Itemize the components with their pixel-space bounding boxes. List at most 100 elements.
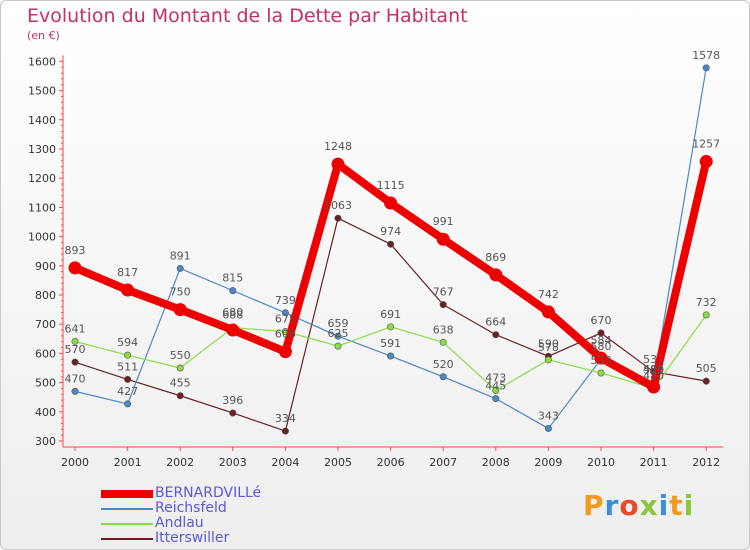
data-point [489,268,503,282]
y-tick-label: 500 [35,377,56,390]
legend-swatch [101,538,153,540]
data-point [597,369,605,377]
chart-title: Evolution du Montant de la Dette par Hab… [27,5,468,27]
data-label: 750 [170,286,191,299]
data-label: 470 [65,372,86,385]
logo-letter: i [683,489,695,522]
data-point [439,301,447,309]
data-point [492,395,500,403]
data-label: 675 [275,313,296,326]
data-label: 480 [643,369,664,382]
data-point [68,261,82,275]
data-point [492,331,500,339]
data-label: 688 [222,309,243,322]
data-label: 500 [643,364,664,377]
y-tick-label: 600 [35,347,56,360]
proxiti-logo: Proxiti [583,489,694,522]
data-label: 1578 [692,49,720,62]
data-label: 511 [117,360,138,373]
logo-letter: o [619,489,640,522]
data-label: 659 [328,317,349,330]
data-label: 742 [538,288,559,301]
data-point [334,332,342,340]
data-label: 550 [170,349,191,362]
y-tick-label: 1200 [28,172,56,185]
data-point [229,287,237,295]
data-point [334,214,342,222]
data-label: 537 [643,353,664,366]
x-tick-label: 2000 [61,456,89,469]
data-label: 334 [275,412,296,425]
data-point [541,305,555,319]
y-tick-label: 900 [35,260,56,273]
x-tick-label: 2006 [377,456,405,469]
logo-letter: r [604,489,620,522]
data-label: 533 [591,354,612,367]
logo-letter: t [669,489,684,522]
data-point [278,345,292,359]
data-label: 1248 [324,140,352,153]
series-line-reichsfeld [74,67,707,430]
data-point [71,387,79,395]
x-tick-label: 2001 [114,456,142,469]
legend-swatch [101,490,153,498]
x-tick-label: 2007 [429,456,457,469]
y-tick-label: 1100 [28,201,56,214]
data-label: 580 [591,340,612,353]
x-tick-label: 2002 [166,456,194,469]
data-point [124,400,132,408]
data-label: 891 [170,249,191,262]
data-label: 670 [591,314,612,327]
data-label: 739 [275,294,296,307]
x-tick-label: 2008 [482,456,510,469]
data-point [176,392,184,400]
data-point [281,309,289,317]
x-tick-label: 2012 [692,456,720,469]
data-label: 505 [696,362,717,375]
x-tick-label: 2010 [587,456,615,469]
data-point [387,240,395,248]
data-point [387,323,395,331]
legend-label: Itterswiller [155,530,230,546]
data-point [281,427,289,435]
data-point [436,232,450,246]
legend-label: BERNARDVILLé [155,485,262,501]
data-point [699,155,713,169]
y-tick-label: 700 [35,318,56,331]
y-tick-label: 400 [35,406,56,419]
data-label: 590 [538,337,559,350]
data-label: 473 [485,371,506,384]
x-tick-label: 2003 [219,456,247,469]
data-label: 1257 [692,138,720,151]
data-label: 815 [222,272,243,285]
data-point [71,358,79,366]
legend-swatch [101,508,153,510]
data-point [124,375,132,383]
data-point [334,342,342,350]
data-label: 520 [433,358,454,371]
x-tick-label: 2004 [271,456,299,469]
data-label: 485 [643,363,664,376]
data-point [594,351,608,365]
data-point [331,157,345,171]
data-point [176,264,184,272]
data-label: 445 [485,380,506,393]
data-label: 1115 [377,179,405,192]
x-tick-label: 2009 [534,456,562,469]
x-tick-label: 2005 [324,456,352,469]
data-label: 396 [222,394,243,407]
legend-label: Andlau [155,515,204,531]
data-label: 625 [328,327,349,340]
data-point [439,338,447,346]
data-label: 680 [222,306,243,319]
legend-swatch [101,523,153,525]
y-tick-label: 1400 [28,114,56,127]
legend-label: Reichsfeld [155,500,227,516]
data-label: 584 [591,334,612,347]
data-point [702,311,710,319]
data-point [387,352,395,360]
data-point [544,424,552,432]
y-tick-label: 800 [35,289,56,302]
data-point [492,386,500,394]
